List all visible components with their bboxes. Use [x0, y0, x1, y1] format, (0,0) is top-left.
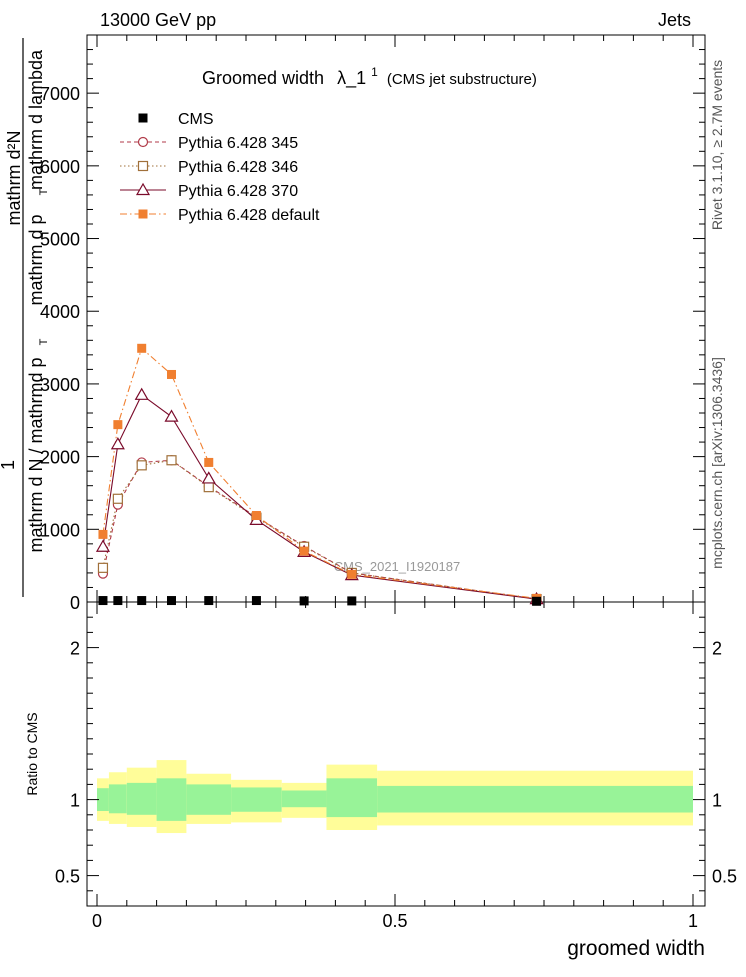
- ratio-inner-band: [126, 782, 157, 815]
- y-axis-label-top-dp: mathrm d p: [26, 214, 46, 305]
- data-point-cms: [204, 596, 214, 606]
- process-label: Jets: [658, 10, 691, 30]
- legend-label-pythia-6-428-345: Pythia 6.428 345: [178, 135, 298, 152]
- data-point-pythia-6-428-370: [134, 387, 149, 400]
- data-point-cms: [137, 596, 147, 606]
- legend-label-pythia-6-428-default: Pythia 6.428 default: [178, 207, 320, 224]
- series-lines: [102, 347, 537, 600]
- data-point-pythia-6-428-346: [97, 562, 109, 573]
- ratio-tick-label-right: 2: [712, 639, 722, 659]
- mcplots-reference-label: mcplots.cern.ch [arXiv:1306.3436]: [709, 357, 725, 569]
- data-point-pythia-6-428-346: [203, 482, 214, 493]
- y-tick-label: 5000: [40, 230, 80, 250]
- data-point-pythia-6-428-370: [164, 409, 179, 422]
- data-point-pythia-6-428-346: [112, 493, 123, 504]
- data-point-pythia-6-428-370: [110, 437, 125, 450]
- data-point-cms: [98, 596, 108, 606]
- data-point-pythia-6-428-default: [204, 457, 214, 467]
- series-line-pythia-6-428-default: [102, 347, 537, 599]
- legend-label-cms: CMS: [178, 111, 214, 128]
- legend: CMS Pythia 6.428 345 Pythia 6.428 346 Pythi…: [120, 111, 320, 224]
- y-tick-label: 0: [70, 593, 80, 613]
- ratio-inner-band: [377, 785, 693, 813]
- y-axis-label-bottom: mathrm d N / mathrmd p: [26, 357, 46, 552]
- series-line-pythia-6-428-345: [102, 459, 537, 600]
- legend-marker-pythia-6-428-default: [138, 209, 148, 219]
- ratio-axis-label: Ratio to CMS: [24, 712, 40, 795]
- data-point-pythia-6-428-default: [347, 569, 357, 579]
- ratio-inner-band: [326, 778, 378, 818]
- y-axis-label-top-dlambda: mathrm d lambda: [26, 49, 46, 190]
- y-axis-label-bottom-sub: T: [38, 338, 50, 345]
- legend-label-pythia-6-428-346: Pythia 6.428 346: [178, 159, 298, 176]
- x-tick-label: 0: [92, 911, 102, 931]
- legend-marker-pythia-6-428-370: [135, 182, 151, 196]
- ratio-band-group: [97, 760, 693, 834]
- ratio-tick-label-left: 2: [70, 639, 80, 659]
- y-tick-label: 4000: [40, 302, 80, 322]
- ratio-tick-label-left: 0.5: [55, 867, 80, 887]
- rivet-version-label: Rivet 3.1.10, ≥ 2.7M events: [709, 60, 725, 230]
- ratio-inner-band: [281, 790, 327, 808]
- data-point-pythia-6-428-default: [98, 529, 108, 539]
- data-point-cms: [347, 596, 357, 606]
- data-point-pythia-6-428-default: [137, 343, 147, 353]
- data-point-cms: [113, 596, 123, 606]
- data-point-pythia-6-428-default: [251, 510, 261, 520]
- axis-ticks: 0 0.5 1 0 1000 2000 3000 4000 5000 6000 7000 0.5 0.5…: [40, 35, 737, 931]
- y-tick-label: 3000: [40, 375, 80, 395]
- series-line-pythia-6-428-346: [102, 459, 537, 600]
- chart-title: Groomed width λ_1 1 (CMS jet substructur…: [202, 60, 537, 89]
- ratio-plot-frame: [86, 601, 706, 907]
- y-tick-label: 1000: [40, 520, 80, 540]
- data-point-pythia-6-428-default: [113, 420, 123, 430]
- y-tick-label: 6000: [40, 157, 80, 177]
- x-tick-label: 0.5: [382, 911, 407, 931]
- y-axis-label-one: 1: [0, 460, 18, 470]
- data-point-pythia-6-428-370: [95, 539, 110, 552]
- data-point-cms: [251, 596, 261, 606]
- y-axis-label-top: mathrm d²N: [4, 130, 24, 225]
- y-axis-label-top-sub: T: [38, 188, 50, 195]
- ratio-inner-band: [97, 788, 109, 811]
- x-tick-label: 1: [688, 911, 698, 931]
- legend-marker-cms: [138, 113, 148, 123]
- legend-marker-pythia-6-428-345: [137, 136, 149, 148]
- ratio-inner-band: [108, 784, 127, 814]
- data-point-pythia-6-428-346: [166, 455, 177, 466]
- data-point-pythia-6-428-370: [201, 471, 216, 484]
- data-point-cms: [299, 596, 309, 606]
- data-point-cms: [532, 596, 542, 606]
- ratio-inner-band: [231, 787, 282, 812]
- data-point-cms: [167, 596, 176, 606]
- ratio-tick-label-right: 0.5: [712, 867, 737, 887]
- y-tick-label: 2000: [40, 448, 80, 468]
- legend-marker-pythia-6-428-346: [137, 160, 149, 172]
- analysis-watermark: CMS_2021_I1920187: [334, 559, 461, 574]
- legend-label-pythia-6-428-370: Pythia 6.428 370: [178, 183, 298, 200]
- ratio-inner-band: [156, 778, 187, 821]
- ratio-inner-band: [186, 784, 232, 815]
- ratio-tick-label-right: 1: [712, 791, 722, 811]
- series-markers: [95, 343, 544, 606]
- x-axis-label: groomed width: [567, 937, 705, 960]
- data-point-pythia-6-428-346: [136, 460, 147, 471]
- data-point-pythia-6-428-default: [167, 369, 176, 379]
- ratio-tick-label-left: 1: [70, 791, 80, 811]
- series-line-pythia-6-428-370: [102, 393, 537, 600]
- collision-energy-label: 13000 GeV pp: [100, 10, 216, 30]
- y-tick-label: 7000: [40, 84, 80, 104]
- data-point-pythia-6-428-default: [299, 546, 309, 556]
